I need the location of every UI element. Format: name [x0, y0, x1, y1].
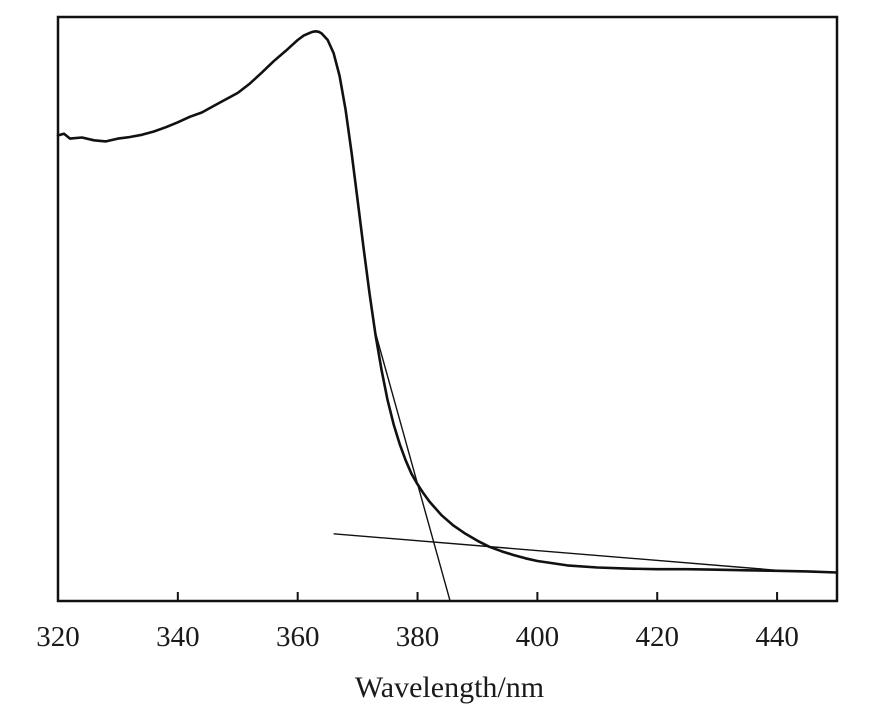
baseline-extrapolation-line — [333, 533, 778, 571]
x-axis-ticks — [57, 592, 779, 601]
x-tick-label-360: 360 — [276, 621, 320, 653]
x-axis-title: Wavelength/nm — [355, 671, 544, 704]
x-tick-label-440: 440 — [755, 621, 799, 653]
x-tick-label-320: 320 — [36, 621, 80, 653]
x-tick-label-340: 340 — [156, 621, 200, 653]
plot-frame — [56, 15, 839, 603]
x-tick-label-400: 400 — [516, 621, 560, 653]
absorbance-series-line — [56, 30, 839, 574]
x-axis-tick-labels: 320 340 360 380 400 420 440 — [36, 621, 799, 653]
x-tick-label-420: 420 — [635, 621, 679, 653]
onset-tangent-line — [374, 333, 451, 601]
x-tick-label-380: 380 — [396, 621, 440, 653]
